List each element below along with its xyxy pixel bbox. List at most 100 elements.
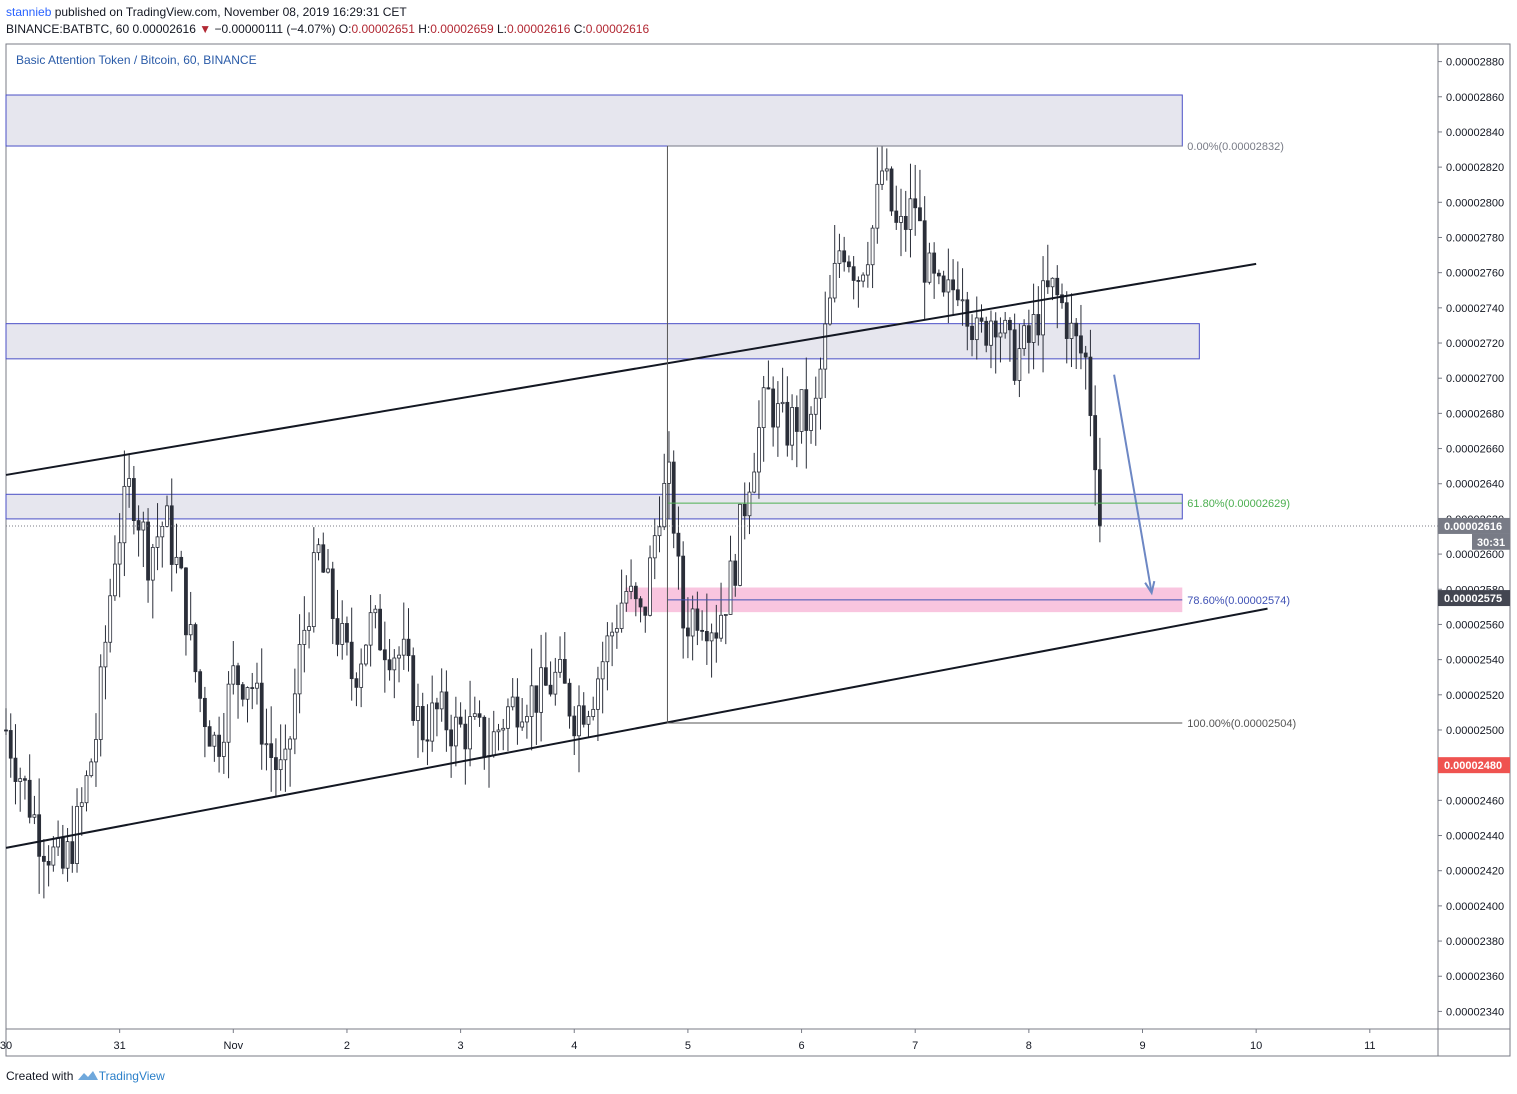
- candle-body: [633, 585, 638, 600]
- candle-body: [302, 629, 307, 645]
- symbol-bar: BINANCE:BATBTC, 60 0.00002616 ▼ −0.00000…: [6, 22, 649, 36]
- x-tick-label: Nov: [224, 1040, 244, 1052]
- candle-body: [84, 775, 89, 804]
- candle-body: [686, 627, 690, 637]
- candle-body: [420, 706, 425, 741]
- candle-body: [1097, 469, 1102, 527]
- price-label-bg: [1438, 757, 1510, 774]
- candle-body: [1031, 314, 1036, 343]
- y-tick-label: 0.00002640: [1446, 479, 1504, 491]
- candle-body: [1003, 319, 1008, 334]
- candle-body: [165, 505, 169, 527]
- candle-body: [326, 568, 330, 573]
- candle-body: [657, 526, 662, 537]
- candle-body: [1050, 277, 1055, 288]
- candle-body: [131, 478, 136, 521]
- candle-body: [600, 661, 605, 680]
- candle-body: [738, 503, 742, 586]
- candle-body: [397, 654, 401, 659]
- candle-body: [335, 618, 340, 645]
- candle-body: [539, 667, 544, 713]
- candle-body: [274, 757, 278, 771]
- candle-body: [4, 729, 8, 732]
- price-label: 30:31: [1477, 537, 1505, 549]
- candle-body: [491, 731, 496, 757]
- close-label: C:: [573, 22, 586, 36]
- candle-body: [856, 280, 861, 282]
- candle-body: [1012, 329, 1017, 381]
- candle-body: [908, 198, 913, 230]
- candle-body: [425, 739, 430, 742]
- candle-body: [553, 671, 558, 695]
- candle-body: [719, 614, 723, 639]
- y-tick-label: 0.00002820: [1446, 162, 1504, 174]
- tradingview-link[interactable]: TradingView: [98, 1069, 165, 1083]
- candle-body: [264, 743, 269, 746]
- candle-body: [259, 682, 264, 745]
- publish-text: published on TradingView.com, November 0…: [51, 5, 407, 19]
- candle-body: [695, 608, 700, 631]
- candle-body: [311, 552, 316, 628]
- price-label: 0.00002616: [1444, 521, 1502, 533]
- candle-body: [558, 658, 562, 673]
- candle-body: [392, 657, 397, 671]
- candle-body: [13, 757, 18, 782]
- candle-body: [382, 649, 387, 661]
- candle-body: [984, 320, 989, 346]
- open-value: 0.00002651: [351, 22, 415, 36]
- y-tick-label: 0.00002400: [1446, 901, 1504, 913]
- price-label: 0.00002575: [1444, 593, 1502, 605]
- candle-body: [577, 705, 581, 737]
- candle-body: [875, 183, 880, 229]
- candle-body: [207, 726, 212, 747]
- chart-legend: Basic Attention Token / Bitcoin, 60, BIN…: [16, 53, 257, 67]
- trendline: [5, 262, 1257, 476]
- fib-level-label: 0.00%(0.00002832): [1187, 141, 1284, 153]
- candle-body: [198, 671, 203, 699]
- candle-body: [1083, 352, 1088, 358]
- candle-body: [136, 520, 141, 531]
- candle-body: [861, 274, 866, 282]
- candle-body: [941, 275, 946, 293]
- down-arrow-icon: ▼: [199, 22, 212, 36]
- candle-body: [103, 641, 108, 668]
- candle-body: [160, 526, 165, 538]
- candle-body: [704, 630, 709, 642]
- candle-body: [1008, 319, 1012, 331]
- candle-body: [747, 491, 752, 517]
- candle-body: [506, 706, 510, 729]
- candle-body: [842, 250, 847, 263]
- candle-body: [960, 299, 965, 302]
- candle-body: [297, 644, 302, 695]
- x-tick-label: 7: [912, 1040, 918, 1052]
- candle-body: [823, 323, 828, 370]
- y-tick-label: 0.00002340: [1446, 1006, 1504, 1018]
- candle-body: [562, 658, 567, 684]
- author-link[interactable]: stannieb: [6, 5, 52, 19]
- candle-body: [127, 478, 132, 487]
- candle-body: [387, 659, 392, 671]
- fib-level-label: 78.60%(0.00002574): [1187, 595, 1290, 607]
- candle-body: [435, 702, 439, 710]
- price-change: −0.00000111 (−4.07%): [214, 22, 336, 36]
- candle-body: [894, 210, 899, 223]
- x-tick-label: 5: [685, 1040, 691, 1052]
- y-tick-label: 0.00002360: [1446, 971, 1504, 983]
- candle-body: [794, 407, 799, 432]
- candle-body: [23, 778, 27, 781]
- candle-body: [8, 730, 13, 759]
- candle-body: [955, 289, 960, 301]
- candle-body: [927, 252, 932, 283]
- candle-body: [255, 682, 259, 689]
- candle-body: [406, 638, 411, 657]
- candle-body: [709, 632, 714, 642]
- candle-body: [951, 279, 955, 291]
- candle-body: [321, 544, 326, 573]
- candle-body: [913, 198, 918, 209]
- candle-body: [771, 388, 776, 428]
- y-tick-label: 0.00002460: [1446, 795, 1504, 807]
- candle-body: [567, 682, 572, 717]
- candle-body: [212, 734, 217, 747]
- y-tick-label: 0.00002740: [1446, 303, 1504, 315]
